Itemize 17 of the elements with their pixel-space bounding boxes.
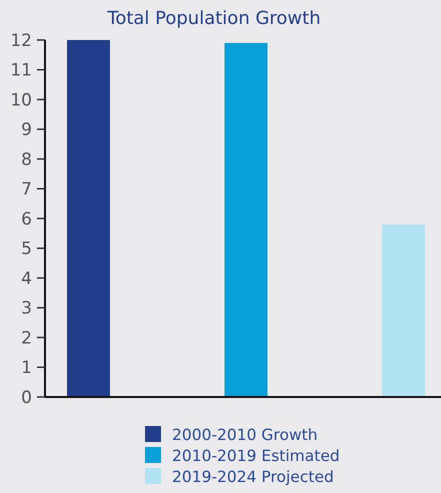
y-tick-label: 12 [10,30,32,51]
y-tick-label: 4 [21,268,32,289]
y-tick-label: 1 [21,358,32,378]
y-tick-label: 9 [21,120,32,140]
chart-title: Total Population Growth [106,8,321,29]
legend-label: 2010-2019 Estimated [172,447,340,465]
y-tick-label: 2 [21,328,32,348]
y-tick-label: 3 [21,298,32,319]
y-tick-label: 6 [21,209,32,230]
legend-label: 2000-2010 Growth [172,426,318,444]
y-tick-label: 11 [10,60,32,81]
y-tick-label: 0 [21,388,32,408]
y-tick-label: 5 [21,239,32,260]
y-tick-label: 7 [21,180,32,200]
legend-label: 2019-2024 Projected [172,468,334,486]
y-tick-label: 10 [10,90,32,110]
y-tick-label: 8 [21,150,32,170]
